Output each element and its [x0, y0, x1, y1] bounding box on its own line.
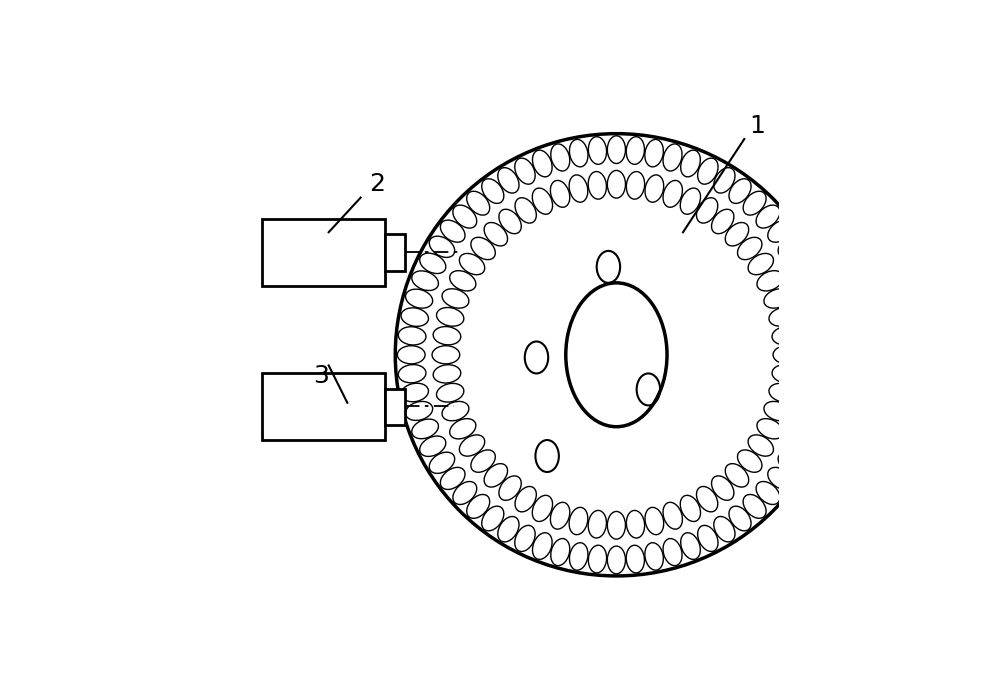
Bar [262, 374, 385, 440]
Bar [385, 389, 405, 425]
Text: 1: 1 [750, 113, 766, 138]
Text: 3: 3 [313, 364, 329, 388]
Bar [385, 235, 405, 271]
Bar [262, 219, 385, 286]
Text: 2: 2 [369, 172, 385, 197]
